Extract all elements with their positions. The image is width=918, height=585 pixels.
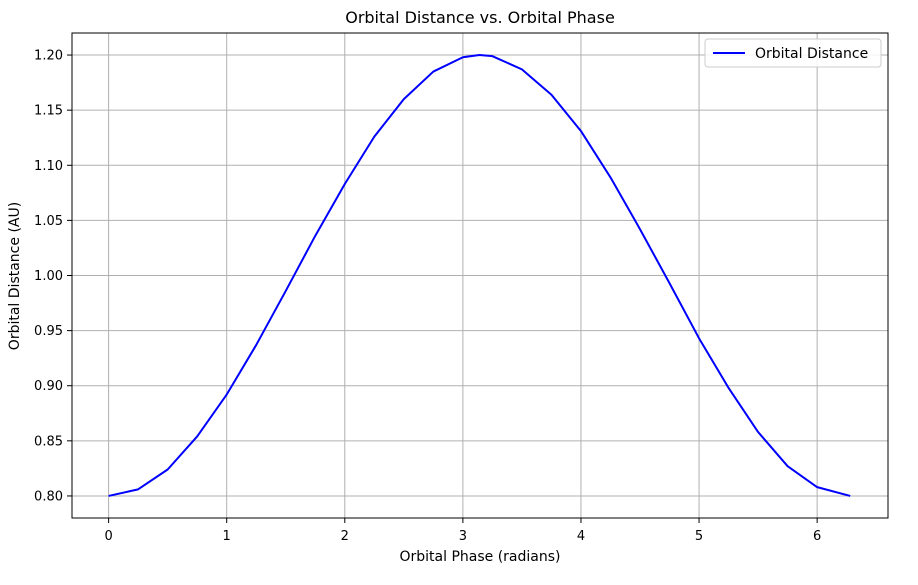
x-tick-label: 1 — [223, 529, 231, 544]
x-tick-label: 6 — [813, 529, 821, 544]
y-tick-label: 1.15 — [34, 104, 63, 119]
legend-box — [704, 38, 882, 68]
legend: Orbital Distance — [704, 38, 882, 68]
tick-layer: 0 1 2 3 4 5 6 0.80 0.85 0.90 0.95 1.00 1.05 1.10 1.15 1… — [34, 49, 821, 544]
x-tick-label: 2 — [341, 529, 349, 544]
y-tick-label: 1.20 — [34, 49, 63, 64]
series-line — [108, 54, 851, 497]
x-tick-label: 0 — [104, 529, 112, 544]
y-tick-label: 1.05 — [34, 214, 63, 229]
legend-label: Orbital Distance — [755, 46, 868, 62]
y-tick-label: 0.80 — [34, 489, 63, 504]
y-tick-label: 1.10 — [34, 159, 63, 174]
y-tick-label: 0.90 — [34, 379, 63, 394]
x-tick-label: 5 — [695, 529, 703, 544]
chart-title: Orbital Distance vs. Orbital Phase — [345, 8, 615, 27]
x-tick-label: 4 — [577, 529, 585, 544]
y-tick-label: 0.85 — [34, 434, 63, 449]
x-axis-label: Orbital Phase (radians) — [400, 549, 561, 565]
y-tick-label: 0.95 — [34, 324, 63, 339]
line-layer — [108, 54, 851, 497]
y-tick-label: 1.00 — [34, 269, 63, 284]
x-tick-label: 3 — [459, 529, 467, 544]
y-axis-label: Orbital Distance (AU) — [7, 202, 23, 350]
grid-layer — [72, 33, 888, 518]
